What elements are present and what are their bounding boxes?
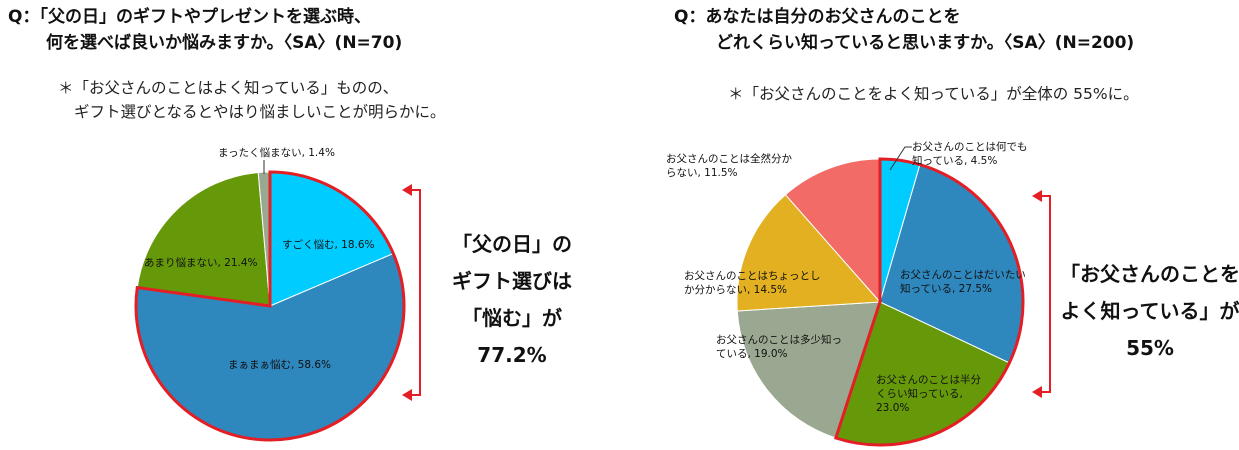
right-question-title-line2: どれくらい知っていると思いますか。〈SA〉(N=200) <box>716 33 1135 53</box>
right-bracket <box>1032 190 1051 398</box>
right-callout-line1: 「お父さんのことを <box>1060 262 1239 286</box>
right-pie-slice-5 <box>736 194 882 312</box>
right-pie-slice-6 <box>784 158 881 304</box>
left-label-amari: あまり悩まない, 21.4% <box>144 256 258 269</box>
right-label-tashou: お父さんのことは多少知っている, 19.0% <box>716 333 842 360</box>
right-label-nandemo: お父さんのことは何でも知っている, 4.5% <box>912 140 1028 167</box>
right-pie-chart: お父さんのことは何でも知っている, 4.5% お父さんのことはだいたい知っている,… <box>666 140 1051 447</box>
left-label-mattaku: まったく悩まない, 1.4% <box>218 146 335 159</box>
right-label-chotto: お父さんのことはちょっとしか分からない, 14.5% <box>684 270 821 296</box>
left-question-title-line1: Q：「父の日」のギフトやプレゼントを選ぶ時、 <box>8 7 371 27</box>
left-label-sugoku: すごく悩む, 18.6% <box>282 238 375 251</box>
left-note-line1: ＊「お父さんのことはよく知っている」ものの、 <box>58 79 399 97</box>
left-callout-line3: 「悩む」が <box>462 306 562 330</box>
right-label-zenzen: お父さんのことは全然分からない, 11.5% <box>666 152 792 179</box>
left-panel: Q：「父の日」のギフトやプレゼントを選ぶ時、 何を選べば良いか悩みますか。〈SA… <box>8 7 572 442</box>
left-callout-line1: 「父の日」の <box>452 232 572 256</box>
left-label-maamaa: まぁまぁ悩む, 58.6% <box>228 358 331 371</box>
left-pie-chart: すごく悩む, 18.6% まぁまぁ悩む, 58.6% あまり悩まない, 21.4% ま… <box>134 146 421 442</box>
right-question-title-line1: Q：あなたは自分のお父さんのことを <box>674 7 961 27</box>
right-label-daitai: お父さんのことはだいたい知っている, 27.5% <box>900 269 1026 295</box>
right-callout: 「お父さんのことを よく知っている」が 55% <box>1060 256 1239 367</box>
left-callout-line2: ギフト選びは <box>452 269 572 293</box>
left-note-line2: ギフト選びとなるとやはり悩ましいことが明らかに。 <box>74 103 446 121</box>
left-callout-line4: 77.2% <box>477 343 547 367</box>
right-label-hanbun: お父さんのことは半分くらい知っている, 23.0% <box>876 373 981 414</box>
right-leader-line <box>889 146 912 171</box>
right-callout-line2: よく知っている」が <box>1060 299 1239 323</box>
left-bracket <box>402 184 421 401</box>
right-panel: Q：あなたは自分のお父さんのことを どれくらい知っていると思いますか。〈SA〉(… <box>620 0 1239 450</box>
left-question-title-line2: 何を選べば良いか悩みますか。〈SA〉(N=70) <box>46 33 403 53</box>
right-callout-line3: 55% <box>1126 336 1174 360</box>
right-pie-slice-4 <box>736 301 881 439</box>
left-pie-slice-3 <box>136 171 271 307</box>
right-pie-emphasis-outline <box>833 157 1025 447</box>
left-pie-emphasis-outline <box>134 170 406 442</box>
left-callout: 「父の日」の ギフト選びは 「悩む」が 77.2% <box>452 226 572 374</box>
right-note: ＊「お父さんのことをよく知っている」が全体の 55%に。 <box>728 85 1139 103</box>
